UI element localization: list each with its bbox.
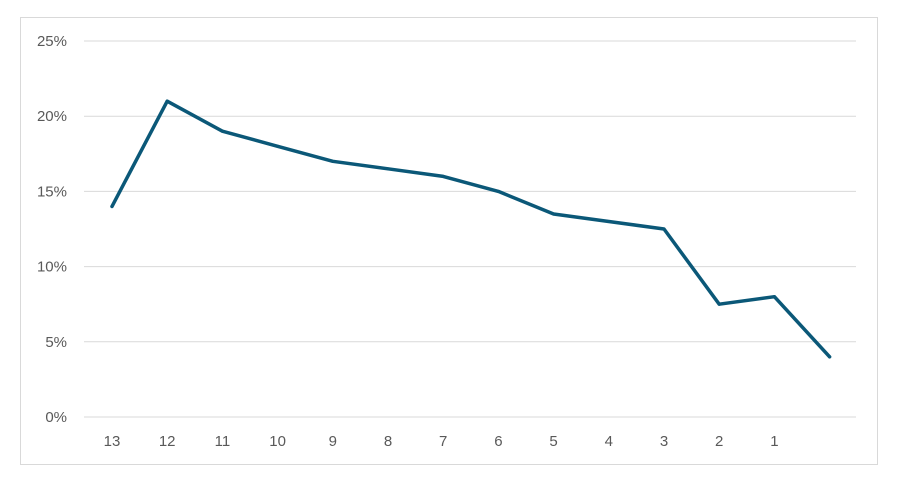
x-tick-label: 10 <box>269 433 286 450</box>
data-point <box>331 159 335 163</box>
x-tick-label: 8 <box>384 433 392 450</box>
y-tick-label: 20% <box>37 108 67 125</box>
x-tick-label: 5 <box>549 433 557 450</box>
x-tick-label: 3 <box>660 433 668 450</box>
data-point <box>607 219 611 223</box>
data-point <box>276 144 280 148</box>
x-tick-label: 4 <box>605 433 613 450</box>
x-tick-label: 13 <box>104 433 121 450</box>
x-tick-label: 9 <box>329 433 337 450</box>
data-point <box>772 295 776 299</box>
chart-frame <box>20 17 878 465</box>
data-point <box>386 167 390 171</box>
x-tick-label: 6 <box>494 433 502 450</box>
series-line <box>110 99 832 359</box>
x-tick-label: 2 <box>715 433 723 450</box>
data-point <box>110 204 114 208</box>
x-tick-label: 7 <box>439 433 447 450</box>
data-point <box>496 189 500 193</box>
y-tick-label: 5% <box>45 334 67 351</box>
data-point <box>717 302 721 306</box>
data-point <box>552 212 556 216</box>
data-point <box>165 99 169 103</box>
x-tick-label: 12 <box>159 433 176 450</box>
data-point <box>441 174 445 178</box>
data-point <box>220 129 224 133</box>
x-tick-label: 11 <box>215 433 231 450</box>
y-tick-label: 15% <box>37 183 67 200</box>
x-tick-label: 1 <box>770 433 778 450</box>
y-tick-label: 25% <box>37 33 67 50</box>
y-tick-label: 0% <box>45 409 67 426</box>
y-tick-label: 10% <box>37 259 67 276</box>
data-point <box>662 227 666 231</box>
data-point <box>828 355 832 359</box>
